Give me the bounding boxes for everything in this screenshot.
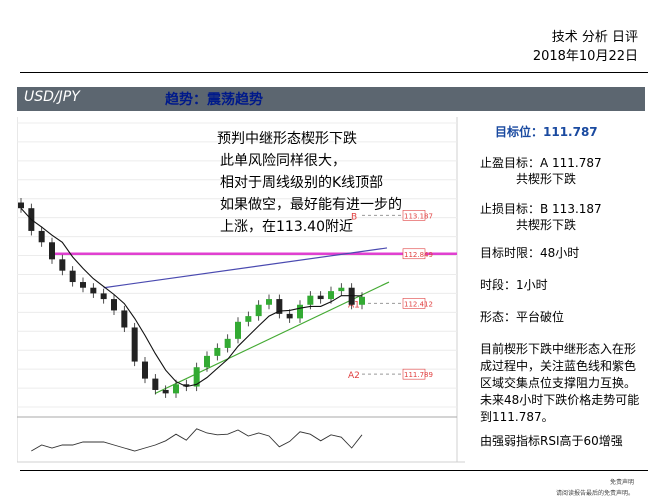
take-profit-label: 止盈目标：A 111.787 <box>480 156 602 170</box>
stop-loss-label: 止损目标：B 113.187 <box>480 202 602 216</box>
take-profit: 止盈目标：A 111.787 共楔形下跌 <box>480 155 602 187</box>
candle-body <box>152 378 159 390</box>
side-panel: 目标位：111.787 止盈目标：A 111.787 共楔形下跌 止损目标：B … <box>470 117 650 467</box>
price-tag-box <box>402 368 426 380</box>
candle-body <box>286 313 293 319</box>
candle-body <box>297 304 303 319</box>
level-label: A2 <box>348 371 360 381</box>
candle-body <box>90 287 97 294</box>
candle-body <box>111 299 117 311</box>
candle-body <box>328 291 334 300</box>
rsi-line <box>31 428 363 452</box>
candle-body <box>49 242 55 260</box>
candle-body <box>131 327 138 362</box>
moving-average-line <box>20 207 363 388</box>
price-series <box>18 197 365 398</box>
price-grid <box>17 122 457 408</box>
target-price: 目标位：111.787 <box>495 125 598 139</box>
chart-panel: B 113.187 112.849 A1 112.412 A2 111.789 预判中继形态… <box>16 117 465 467</box>
candle-body <box>235 321 241 339</box>
price-chart: B 113.187 112.849 A1 112.412 A2 111.789 预判中继形态… <box>16 117 465 463</box>
rsi-panel <box>31 428 363 452</box>
price-tag: 112.412 <box>404 300 433 308</box>
time-horizon: 目标时限：48小时 <box>480 246 580 260</box>
currency-pair: USD/JPY <box>24 89 80 105</box>
report-date: 2018年10月22日 <box>532 49 638 64</box>
header-divider <box>20 72 648 73</box>
annotation-line: 相对于周线级别的K线顶部 <box>220 175 383 191</box>
price-tag: 112.849 <box>404 251 433 259</box>
description-line: 区域交集点位支撑阻力互换。 <box>480 376 637 390</box>
candle-body <box>266 299 272 305</box>
take-profit-sub: 共楔形下跌 <box>516 172 577 186</box>
candle-body <box>359 296 365 305</box>
stop-loss-sub: 共楔形下跌 <box>516 218 577 232</box>
candle-body <box>276 299 283 314</box>
candle-body <box>100 293 107 300</box>
candle-body <box>183 384 190 387</box>
description-line: 目前楔形下跌中继形态入在形 <box>480 342 637 356</box>
candle-body <box>38 230 45 243</box>
candle-body <box>80 282 86 288</box>
candle-body <box>245 316 252 322</box>
level-label: A1 <box>348 300 360 310</box>
description-line: 未来48小时下跌价格走势可能 <box>480 393 640 407</box>
annotation-line: 上涨，在113.40附近 <box>220 219 353 235</box>
candle-body <box>18 202 24 209</box>
level-lines: B 113.187 112.849 A1 112.412 A2 111.789 <box>49 210 457 381</box>
price-tag-box <box>402 298 426 309</box>
candle-body <box>193 367 200 387</box>
pattern: 形态：平台破位 <box>480 310 565 324</box>
candle-body <box>214 347 221 356</box>
candle-body <box>121 310 128 328</box>
price-tag: 111.789 <box>404 371 433 379</box>
report-title: 技术 分析 日评 <box>551 30 638 45</box>
trend-label: 趋势：震荡趋势 <box>165 92 263 108</box>
wedge-upper-line <box>103 247 388 289</box>
annotation-line: 此单风险同样很大， <box>220 153 346 169</box>
candle-body <box>255 304 262 317</box>
stop-loss: 止损目标：B 113.187 共楔形下跌 <box>480 201 602 233</box>
disclaimer-note: 请阅读报告最后的免责声明。 <box>555 490 634 497</box>
description-line: 成过程中，关注蓝色线和紫色 <box>480 359 637 373</box>
candle-body <box>69 270 76 283</box>
candle-body <box>162 389 169 394</box>
timeframe: 时段：1小时 <box>480 278 548 292</box>
candle-body <box>307 295 314 305</box>
candle-body <box>204 355 210 368</box>
candle-body <box>224 338 231 348</box>
candle-body <box>173 384 179 394</box>
price-tag: 113.187 <box>404 212 433 220</box>
description-line: 到111.787。 <box>480 410 554 424</box>
candle-body <box>59 259 66 271</box>
candle-body <box>317 295 324 300</box>
footer-divider <box>20 470 648 471</box>
disclaimer-title: 免责声明 <box>609 479 634 486</box>
price-tag-box <box>402 248 426 260</box>
rsi-note: 由强弱指标RSI高于60增强 <box>480 434 623 448</box>
title-bar: USD/JPY 趋势：震荡趋势 <box>17 87 645 111</box>
price-tag-box <box>402 210 426 221</box>
candle-body <box>338 287 345 292</box>
annotation-line: 预判中继形态楔形下跌 <box>217 131 357 147</box>
description: 目前楔形下跌中继形态入在形 成过程中，关注蓝色线和紫色 区域交集点位支撑阻力互换… <box>480 341 652 426</box>
annotation-line: 如果做空，最好能有进一步的 <box>220 197 402 213</box>
level-label: B <box>351 212 357 222</box>
candle-body <box>142 361 148 379</box>
